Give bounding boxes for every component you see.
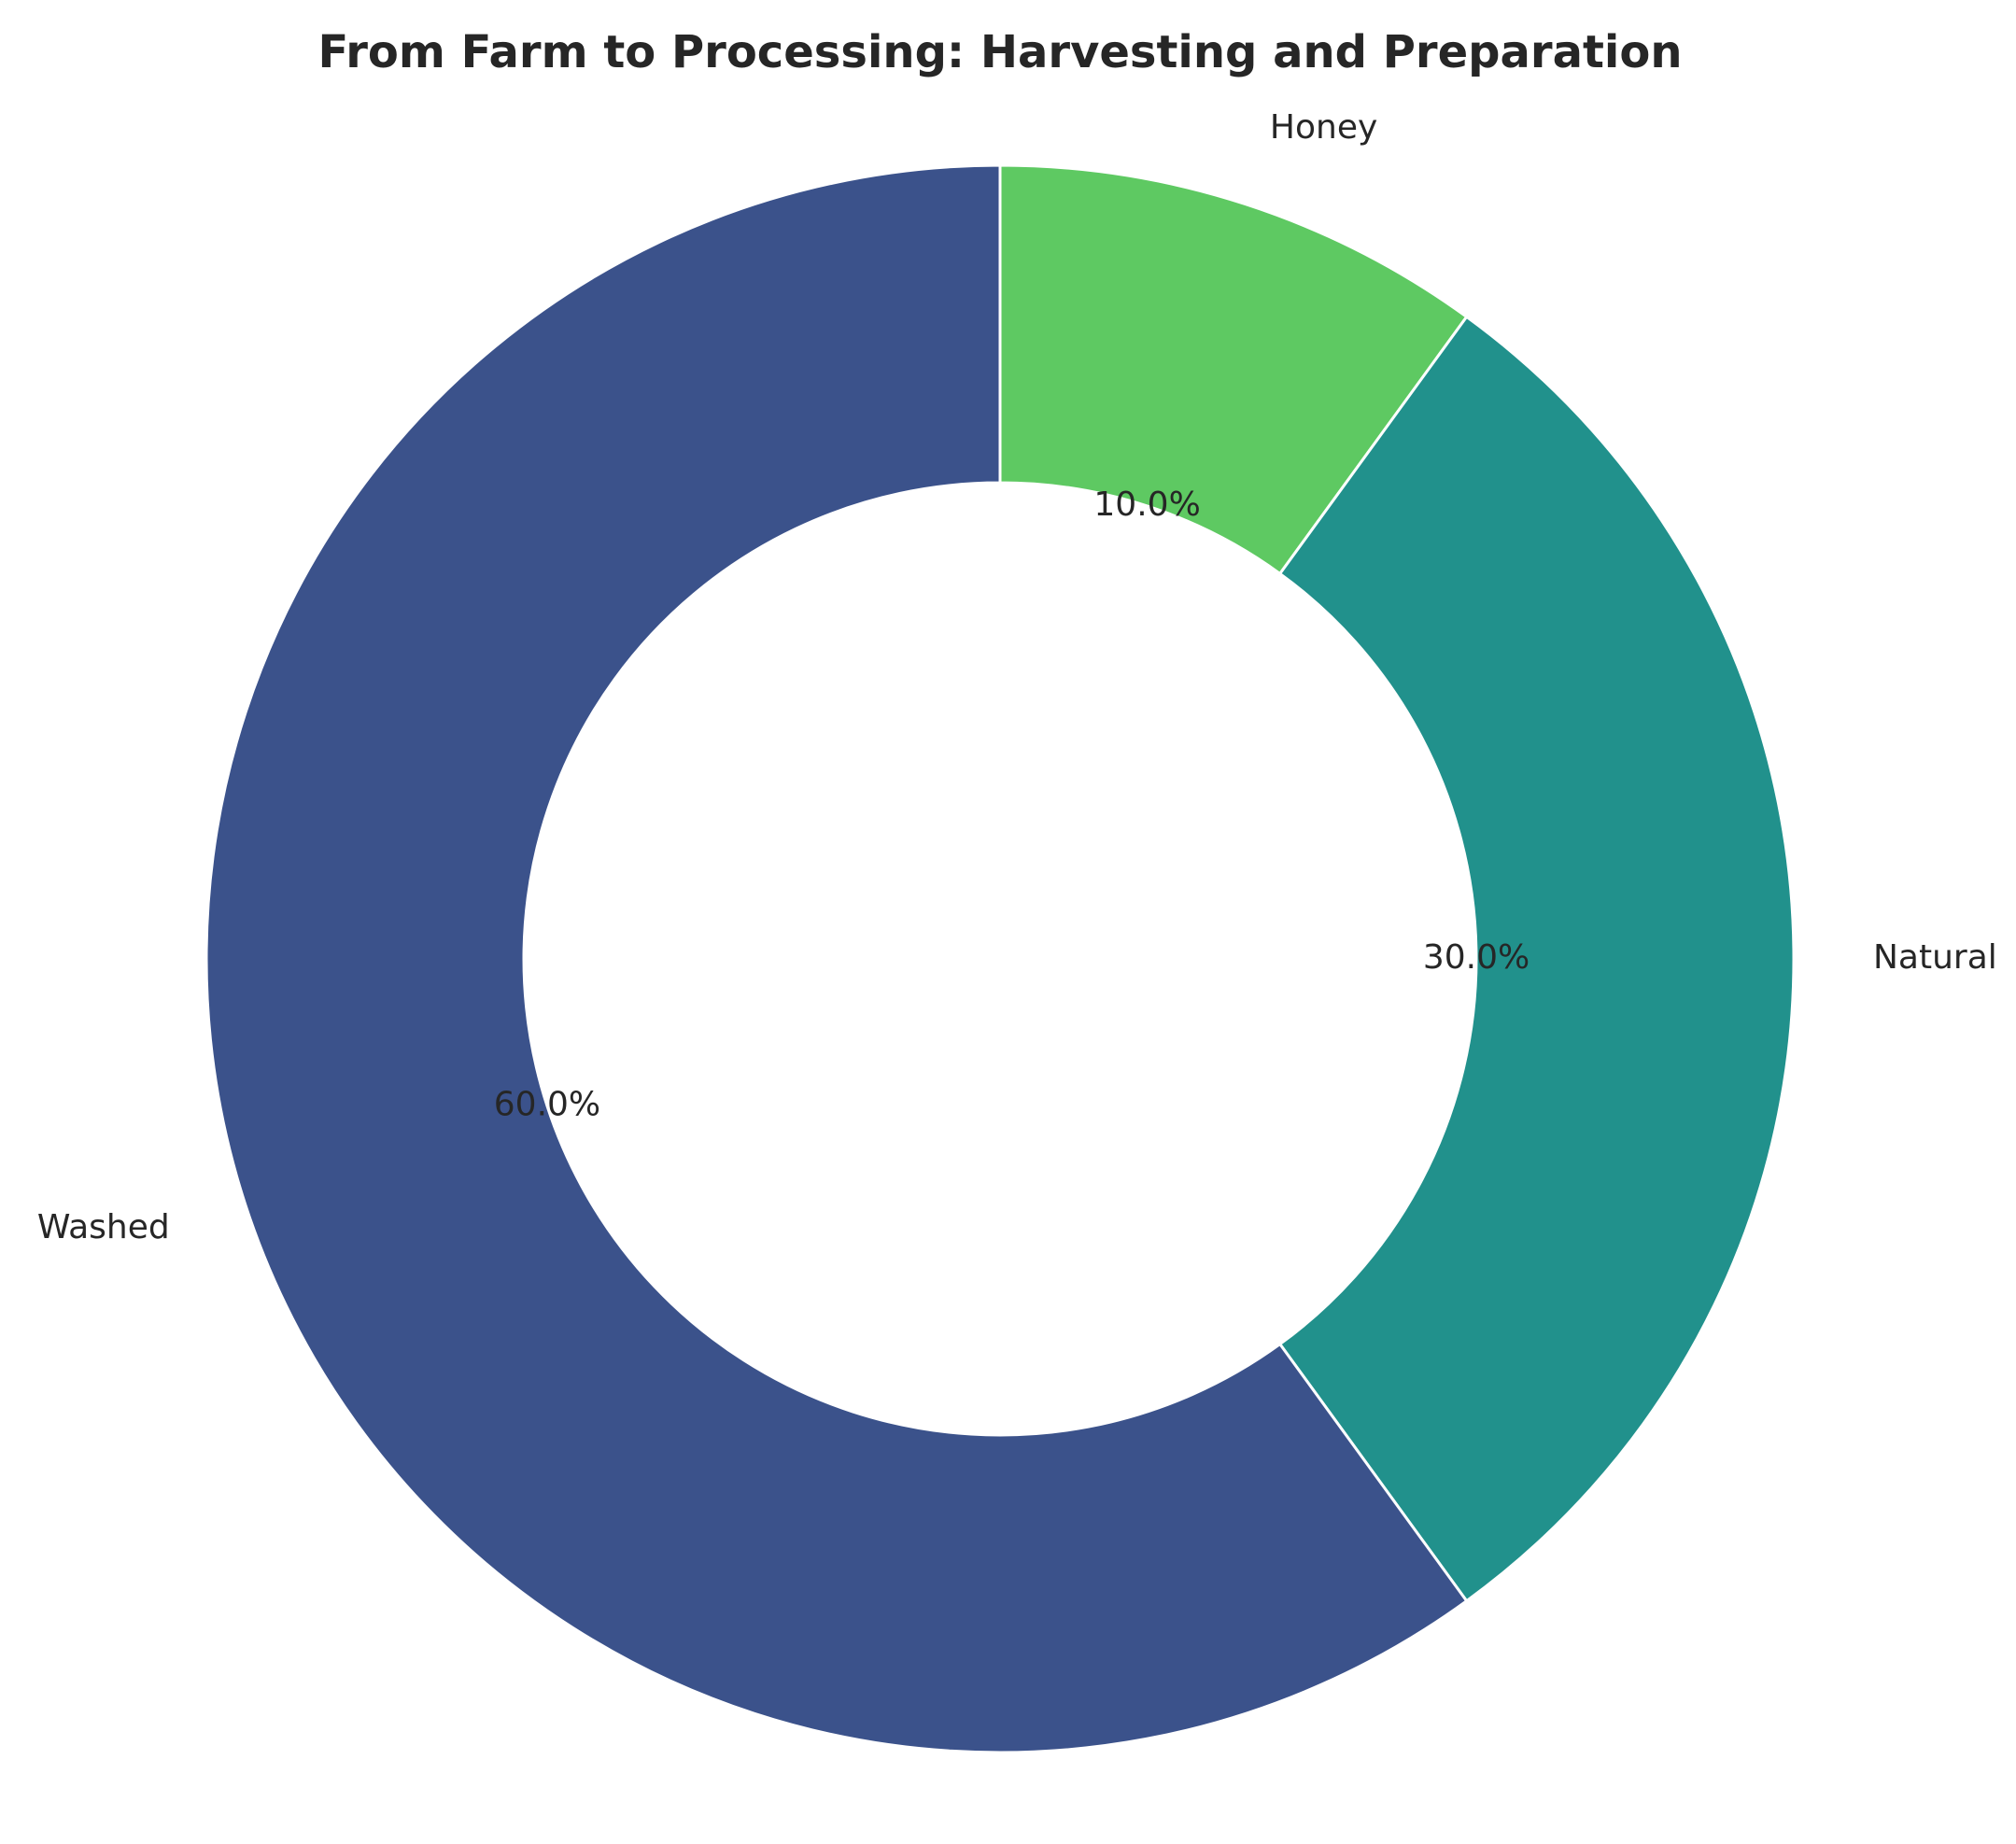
slice-washed bbox=[204, 163, 1469, 1754]
slice-label-honey: Honey bbox=[1270, 108, 1377, 147]
percent-labels: 10.0% 30.0% 60.0% bbox=[494, 486, 1530, 1124]
chart-title: From Farm to Processing: Harvesting and … bbox=[317, 26, 1682, 78]
slice-label-natural: Natural bbox=[1873, 938, 1997, 977]
slice-label-washed: Washed bbox=[37, 1208, 170, 1246]
slice-labels: Honey Natural Washed bbox=[37, 108, 1997, 1246]
percent-label-honey: 10.0% bbox=[1093, 486, 1200, 524]
slice-natural bbox=[1278, 315, 1796, 1603]
percent-label-natural: 30.0% bbox=[1423, 938, 1530, 977]
percent-label-washed: 60.0% bbox=[494, 1086, 600, 1124]
donut-slices bbox=[204, 163, 1796, 1754]
